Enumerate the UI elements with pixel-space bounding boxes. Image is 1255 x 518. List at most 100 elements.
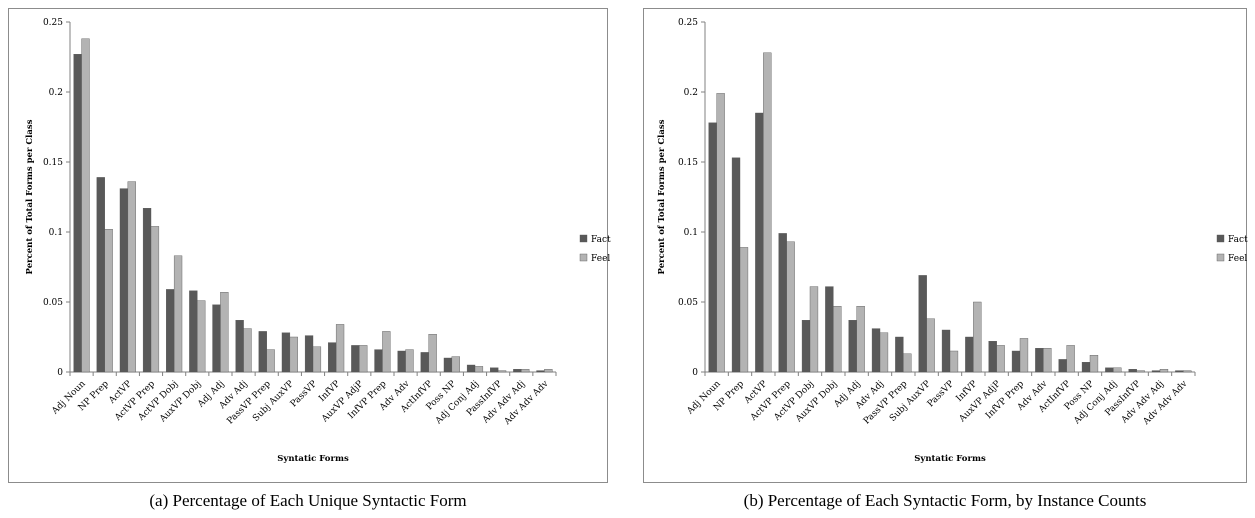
bar-feel [973,301,982,373]
bar-fact [96,177,105,373]
bar-fact [119,188,129,373]
bar-fact [166,289,175,373]
y-tick-label: 0.15 [678,158,698,168]
bar-feel [903,353,912,373]
bar-fact [1151,370,1161,373]
x-axis-title: Syntatic Forms [277,454,349,464]
bar-feel [856,306,865,373]
bar-feel [1019,338,1029,373]
legend-swatch-fact [1216,234,1225,243]
bar-fact [281,332,291,373]
bar-fact [73,54,82,373]
bar-feel [266,349,275,373]
chart-panel-a: 0 0.05 0.1 0.15 0.2 0.25 Adj Noun NP Prep ActVP A… [8,8,611,483]
bar-fact [965,336,974,373]
bar-fact [1105,367,1114,373]
bar-feel [312,346,322,373]
y-tick-label: 0.25 [43,18,63,28]
bar-feel [104,228,113,373]
y-axis-title: Percent of Total Forms per Class [25,119,35,274]
bar-fact [755,112,764,373]
bar-feel [809,286,819,373]
legend-label-fact: Fact [1228,235,1248,245]
bar-feel [1089,355,1099,373]
bar-feel [289,336,298,373]
bar-fact [1175,370,1184,373]
bar-feel [1159,369,1169,373]
chart-panel-b: 0 0.05 0.1 0.15 0.2 0.25 Adj Noun NP Prep ActVP A… [643,8,1248,483]
y-tick-label: 0.2 [684,88,698,98]
bar-fact [328,342,337,373]
bar-fact [466,364,476,373]
bar-fact [1035,348,1044,373]
caption-a: (a) Percentage of Each Unique Syntactic … [149,491,467,510]
bar-fact [1128,369,1137,373]
bar-fact [941,329,951,373]
bar-feel [833,306,842,373]
bar-fact [895,336,904,373]
bar-fact [513,369,522,373]
legend-swatch-fact [579,234,588,243]
y-tick-label: 0.05 [678,298,698,308]
bar-fact [825,286,834,373]
bar-feel [1136,370,1145,373]
bar-feel [739,247,749,373]
bar-fact [1011,350,1021,373]
bar-fact [731,157,741,373]
legend-label-feel: Feel [591,254,610,264]
y-tick-label: 0.05 [43,298,63,308]
bar-feel [127,181,136,373]
bar-fact [778,233,787,373]
bar-feel [335,324,345,373]
caption-b: (b) Percentage of Each Syntactic Form, b… [743,491,1147,510]
bar-feel [949,350,959,373]
y-tick-label: 0 [692,368,698,378]
bar-fact [142,207,152,373]
bar-feel [428,334,437,373]
bar-feel [197,300,206,373]
chart-frame [643,8,1247,483]
bar-fact [708,122,717,373]
bar-fact [918,275,927,373]
bar-fact [235,320,244,373]
bar-feel [405,349,414,373]
legend-swatch-feel [579,253,588,262]
bar-fact [848,320,857,373]
bar-feel [521,369,530,373]
legend-label-fact: Fact [591,235,611,245]
bar-fact [1058,359,1067,373]
y-tick-label: 0.2 [49,88,63,98]
bar-fact [351,345,360,373]
legend-label-feel: Feel [1228,254,1247,264]
bar-feel [786,241,795,373]
bar-feel [996,345,1005,373]
bar-fact [304,335,314,373]
bar-fact [258,331,267,373]
bar-feel [1043,348,1052,373]
y-tick-label: 0.1 [49,228,63,238]
bar-fact [443,357,453,373]
x-axis-title: Syntatic Forms [914,454,986,464]
bar-fact [374,349,383,373]
bar-feel [1183,370,1192,373]
bar-feel [220,292,229,373]
bar-fact [420,352,429,373]
bar-feel [382,331,391,373]
y-tick-label: 0.25 [678,18,698,28]
bar-feel [497,370,507,373]
bar-feel [359,345,368,373]
bar-fact [212,304,221,373]
bar-fact [801,320,811,373]
bar-feel [451,356,460,373]
y-tick-label: 0 [57,368,63,378]
bar-fact [536,370,545,373]
bar-feel [879,332,889,373]
bar-feel [1066,345,1075,373]
bar-fact [189,290,198,373]
y-tick-label: 0.15 [43,158,63,168]
y-tick-label: 0.1 [684,228,698,238]
bar-feel [544,369,553,373]
bar-fact [397,350,406,373]
bar-feel [926,318,935,373]
